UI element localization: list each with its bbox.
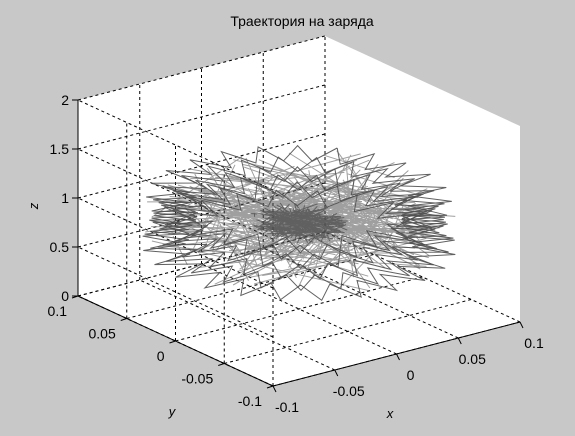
- y-tick-mark: [218, 363, 225, 366]
- y-tick-label: 0.1: [48, 303, 68, 319]
- y-tick-label: 0.05: [89, 326, 116, 342]
- grid-line: [77, 35, 326, 101]
- x-tick-label: 0.1: [524, 335, 544, 351]
- tick-labels: -0.1-0.0500.050.1-0.1-0.0500.050.100.511…: [48, 92, 544, 415]
- z-tick-label: 1.5: [50, 141, 70, 157]
- trajectory-series: [142, 144, 456, 302]
- x-tick-label: -0.05: [333, 383, 365, 399]
- z-tick-label: 1: [61, 190, 69, 206]
- y-tick-mark: [120, 318, 127, 321]
- grid-line: [77, 84, 326, 150]
- x-tick-mark: [396, 353, 400, 361]
- z-tick-label: 0: [61, 288, 69, 304]
- trajectory-ring: [153, 156, 445, 261]
- grid-line: [224, 299, 472, 364]
- grid-line: [175, 276, 423, 342]
- y-tick-mark: [169, 340, 176, 344]
- y-tick-mark: [266, 385, 274, 389]
- trajectory-core: [250, 202, 348, 244]
- grid-line: [77, 133, 326, 199]
- x-tick-label: -0.1: [275, 399, 299, 415]
- trajectory-ring: [154, 166, 444, 270]
- y-tick-label: -0.1: [238, 393, 262, 409]
- x-axis-label: x: [386, 406, 394, 421]
- x-tick-mark: [272, 385, 277, 393]
- y-tick-label: -0.05: [181, 371, 213, 387]
- x-tick-mark: [519, 321, 524, 329]
- x-tick-mark: [457, 337, 462, 345]
- z-tick-label: 0.5: [50, 239, 70, 255]
- y-axis-label: y: [168, 404, 177, 419]
- z-axis-label: z: [26, 202, 41, 210]
- chart-title: Траектория на заряда: [230, 13, 374, 29]
- z-tick-label: 2: [61, 92, 69, 108]
- x-tick-label: 0.05: [459, 351, 486, 367]
- y-tick-label: 0: [157, 348, 165, 364]
- x-tick-mark: [334, 369, 339, 377]
- x-tick-label: 0: [407, 367, 415, 383]
